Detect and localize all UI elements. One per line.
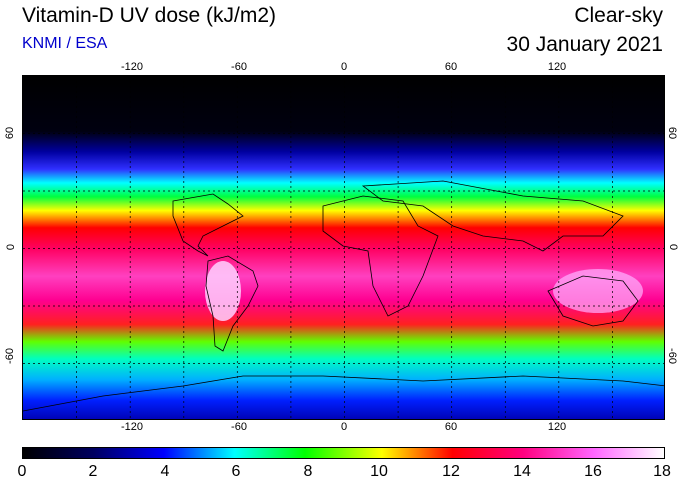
lat-tick-left-1: 60 (4, 126, 17, 140)
colorbar-label-16: 16 (584, 463, 602, 480)
lat-tick-right-2: 0 (667, 243, 680, 251)
lon-tick-top-5: 120 (547, 61, 567, 73)
lat-tick-left-2: 0 (5, 243, 18, 251)
sky-condition: Clear-sky (574, 4, 663, 27)
colorbar-label-14: 14 (513, 463, 531, 480)
lon-tick-bottom-4: 60 (444, 421, 458, 433)
colorbar-label-18: 18 (653, 463, 671, 480)
colorbar-label-10: 10 (370, 463, 388, 480)
colorbar-label-0: 0 (17, 463, 27, 480)
map-title: Vitamin-D UV dose (kJ/m2) (22, 4, 277, 27)
colorbar-label-2: 2 (88, 463, 98, 480)
antarctica-outline (23, 375, 664, 412)
map-credit: KNMI / ESA (22, 35, 108, 52)
south-america-outline (205, 255, 259, 352)
lat-tick-right-1: 60 (666, 126, 679, 140)
lat-tick-right-3: -60 (665, 348, 678, 364)
map-date: 30 January 2021 (506, 33, 663, 56)
lon-tick-bottom-5: 120 (547, 421, 567, 433)
colorbar (22, 447, 665, 459)
colorbar-label-12: 12 (442, 463, 460, 480)
australia-outline (547, 275, 639, 327)
map-svg (23, 76, 664, 419)
lon-tick-bottom-2: -60 (231, 421, 247, 433)
colorbar-label-6: 6 (231, 463, 241, 480)
graticule (23, 76, 664, 419)
north-america-outline (172, 193, 244, 257)
bright-patch-australia (553, 269, 643, 313)
uv-dose-map (22, 75, 665, 420)
eurasia-outline (361, 180, 624, 252)
uv-field (23, 76, 664, 419)
lon-tick-bottom-3: 0 (340, 421, 348, 433)
lat-tick-left-3: -60 (3, 348, 16, 364)
colorbar-label-4: 4 (160, 463, 170, 480)
bright-patch-south-america (205, 261, 241, 321)
lon-tick-top-4: 60 (444, 61, 458, 73)
lon-tick-top-2: -60 (231, 61, 247, 73)
colorbar-label-8: 8 (303, 463, 313, 480)
lon-tick-bottom-1: -120 (120, 421, 144, 433)
lon-tick-top-1: -120 (120, 61, 144, 73)
lon-tick-top-3: 0 (340, 61, 348, 73)
